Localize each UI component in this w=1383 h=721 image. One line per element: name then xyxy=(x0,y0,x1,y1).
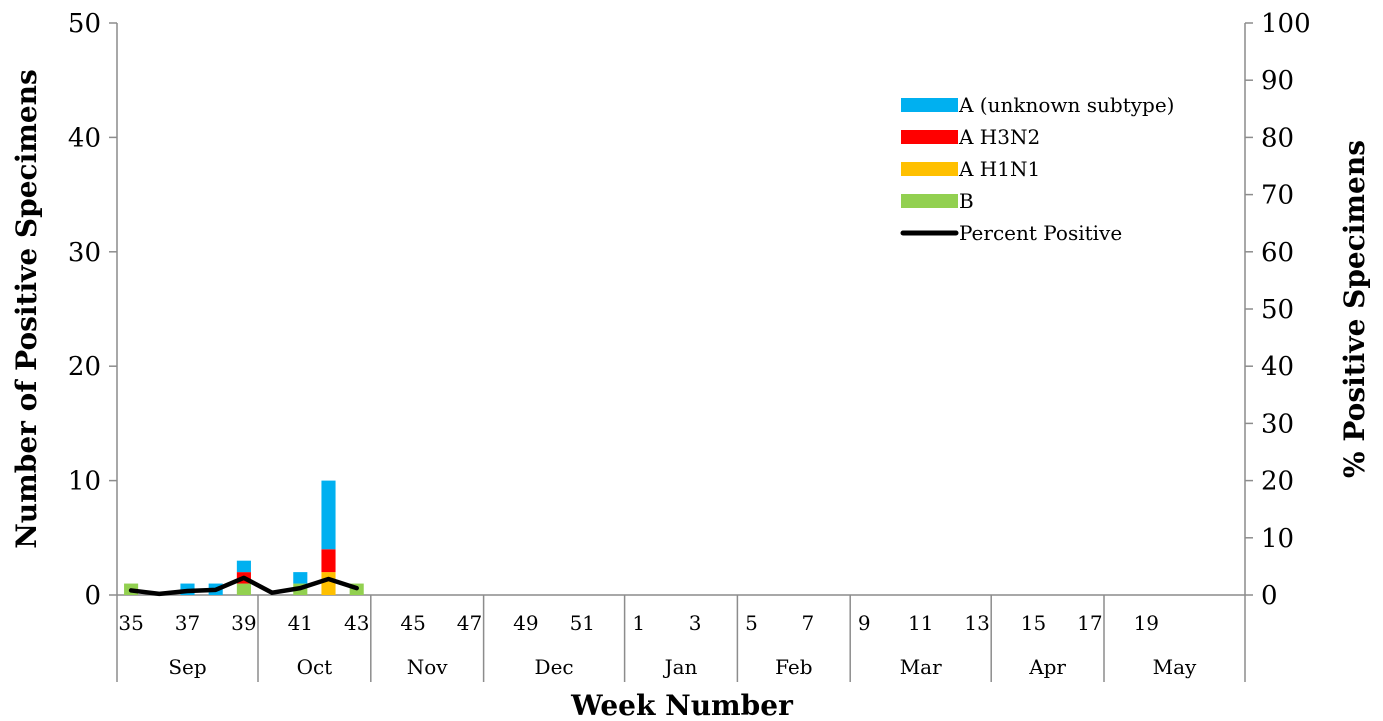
bar-segment xyxy=(236,583,251,595)
y-axis-title-left: Number of Positive Specimens xyxy=(10,69,43,549)
legend: A (unknown subtype) A H3N2 A H1N1 B Percent … xyxy=(900,93,1175,245)
week-tick-label: 49 xyxy=(513,611,538,635)
left-tick-label: 20 xyxy=(68,352,101,382)
month-label: Mar xyxy=(900,655,942,679)
week-tick-label: 19 xyxy=(1134,611,1159,635)
left-y-axis: 0 10 20 30 40 50 xyxy=(68,9,118,611)
month-label: Nov xyxy=(407,655,449,679)
week-tick-label: 9 xyxy=(858,611,871,635)
month-label: Apr xyxy=(1028,655,1066,679)
right-tick-label: 40 xyxy=(1261,352,1294,382)
month-label: Dec xyxy=(535,655,574,679)
left-tick-label: 30 xyxy=(68,238,101,268)
month-label: Oct xyxy=(297,655,333,679)
week-tick-label: 37 xyxy=(175,611,200,635)
week-tick-label: 45 xyxy=(400,611,425,635)
week-tick-label: 47 xyxy=(457,611,482,635)
legend-swatch xyxy=(901,194,958,208)
week-tick-label: 5 xyxy=(745,611,758,635)
week-tick-label: 11 xyxy=(908,611,933,635)
week-tick-label: 1 xyxy=(632,611,645,635)
legend-label: Percent Positive xyxy=(959,221,1122,245)
week-tick-label: 13 xyxy=(964,611,989,635)
legend-label: A H3N2 xyxy=(958,125,1040,149)
legend-swatch xyxy=(901,130,958,144)
week-tick-label: 51 xyxy=(570,611,595,635)
right-tick-label: 0 xyxy=(1261,581,1278,611)
left-tick-label: 40 xyxy=(68,123,101,153)
bar-segment xyxy=(293,572,308,584)
right-tick-label: 50 xyxy=(1261,295,1294,325)
legend-swatch xyxy=(901,98,958,112)
right-tick-label: 20 xyxy=(1261,467,1294,497)
legend-swatch xyxy=(901,162,958,176)
bar-segment xyxy=(321,572,336,595)
right-tick-label: 100 xyxy=(1261,9,1311,39)
right-y-axis: 0 10 20 30 40 50 60 70 80 90 100 xyxy=(1244,9,1311,611)
week-tick-label: 35 xyxy=(118,611,143,635)
left-tick-label: 0 xyxy=(84,581,101,611)
left-tick-label: 50 xyxy=(68,9,101,39)
percent-line-group xyxy=(128,575,359,597)
percent-positive-line xyxy=(128,575,359,597)
right-tick-label: 90 xyxy=(1261,66,1294,96)
right-tick-label: 30 xyxy=(1261,409,1294,439)
legend-label: B xyxy=(959,189,974,213)
legend-label: A H1N1 xyxy=(958,157,1040,181)
week-tick-label: 17 xyxy=(1077,611,1102,635)
week-tick-label: 15 xyxy=(1021,611,1046,635)
bar-segment xyxy=(321,549,336,573)
week-tick-label: 39 xyxy=(231,611,256,635)
bar-segment xyxy=(321,480,336,550)
month-label: Feb xyxy=(775,655,812,679)
week-tick-label: 7 xyxy=(802,611,815,635)
bar-segment xyxy=(236,560,251,573)
right-tick-label: 70 xyxy=(1261,181,1294,211)
right-tick-label: 60 xyxy=(1261,238,1294,268)
right-tick-label: 80 xyxy=(1261,123,1294,153)
right-tick-label: 10 xyxy=(1261,524,1294,554)
week-tick-label: 3 xyxy=(689,611,702,635)
week-tick-label: 41 xyxy=(288,611,313,635)
left-tick-label: 10 xyxy=(68,467,101,497)
legend-label: A (unknown subtype) xyxy=(958,93,1175,117)
y-axis-title-right: % Positive Specimens xyxy=(1338,140,1371,478)
month-label: May xyxy=(1153,655,1197,679)
x-axis-title: Week Number xyxy=(570,689,794,721)
month-label: Jan xyxy=(663,655,698,679)
week-tick-label: 43 xyxy=(344,611,369,635)
month-label: Sep xyxy=(168,655,206,679)
